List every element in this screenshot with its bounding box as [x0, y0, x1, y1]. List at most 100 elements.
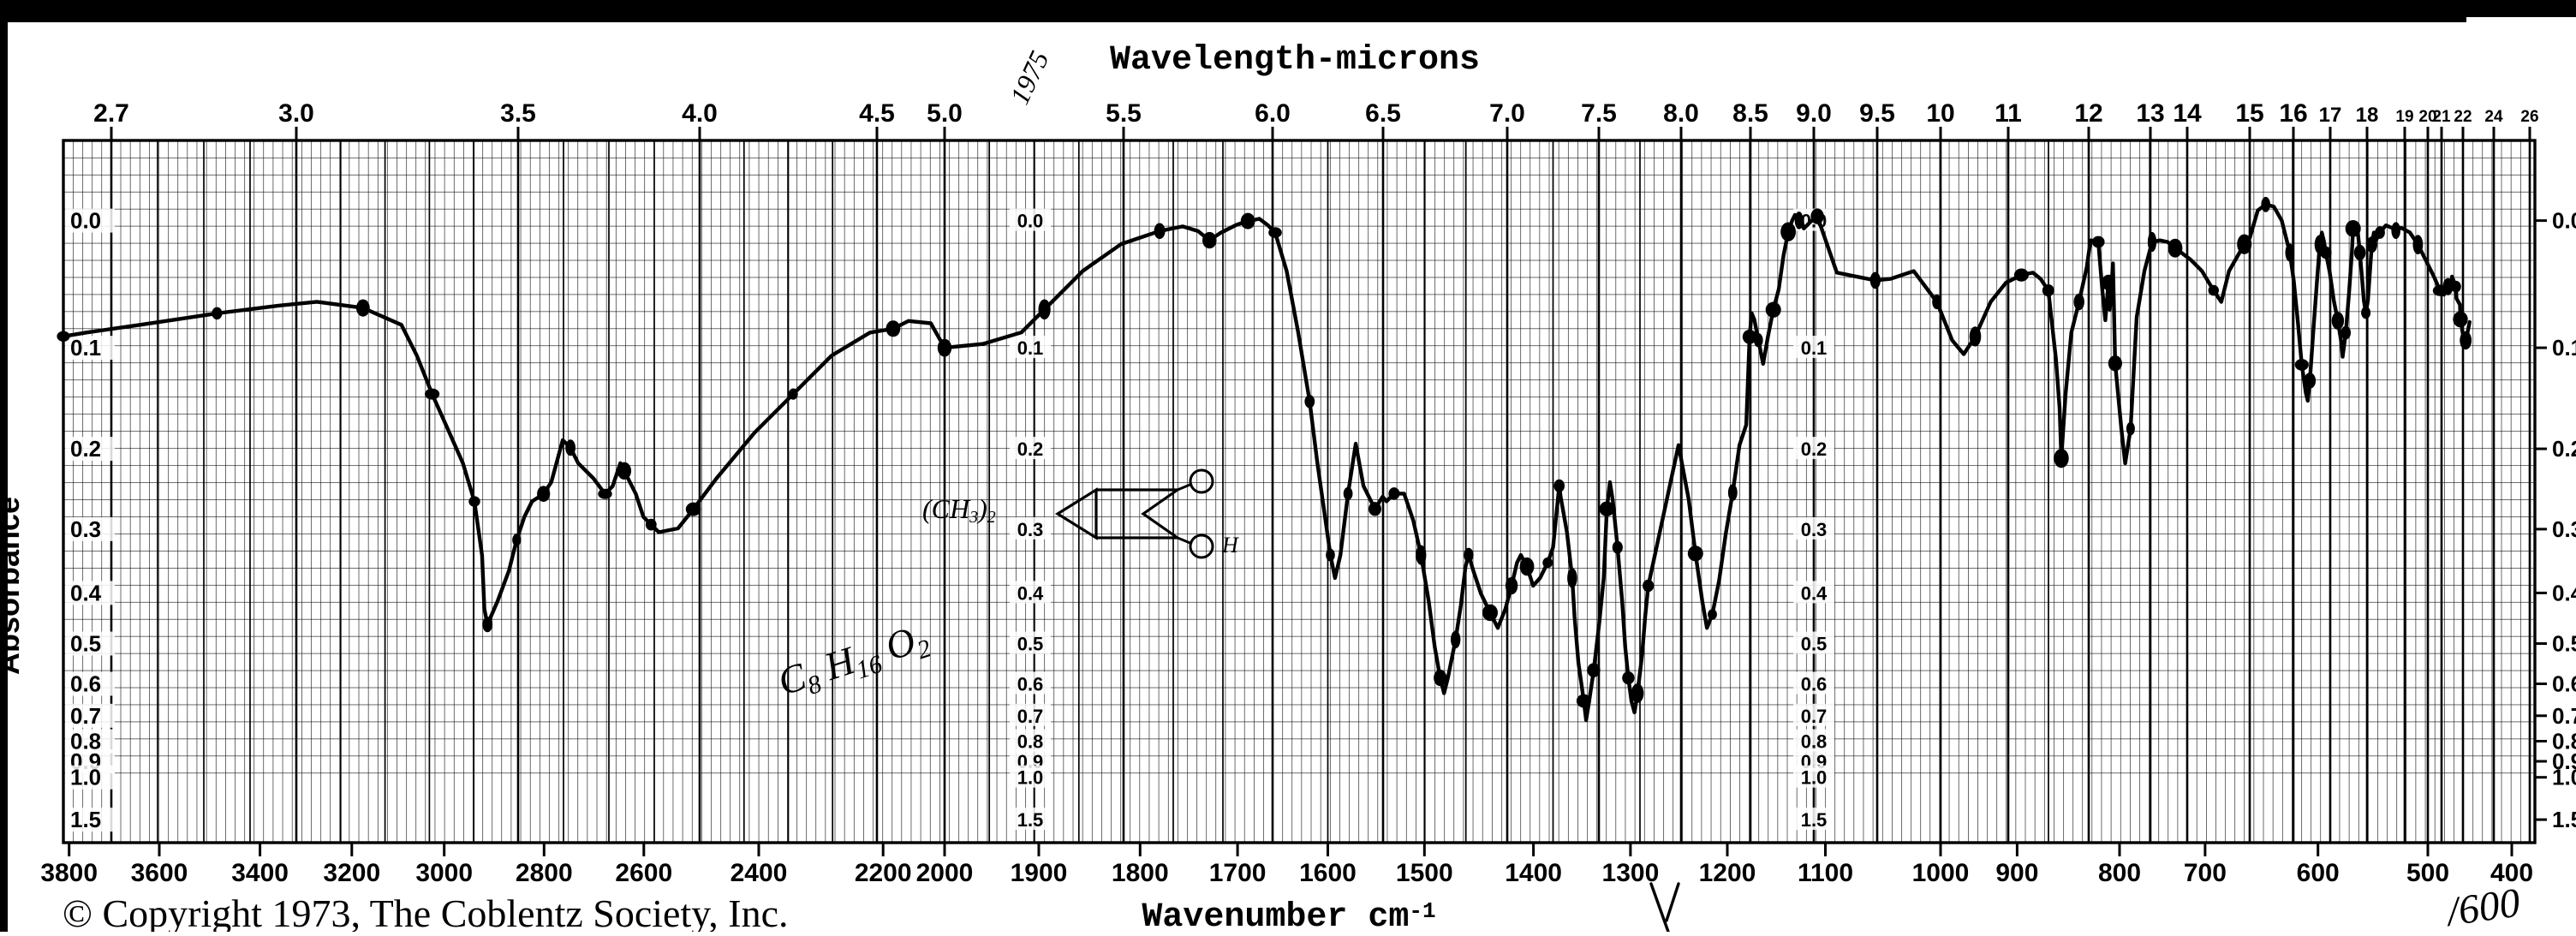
svg-text:0.0: 0.0	[2552, 208, 2576, 234]
svg-text:1800: 1800	[1112, 859, 1169, 887]
svg-text:18: 18	[2356, 104, 2379, 127]
svg-text:Absorbance: Absorbance	[0, 497, 26, 675]
svg-text:9.5: 9.5	[1859, 99, 1895, 128]
svg-text:3.5: 3.5	[500, 99, 536, 128]
svg-text:13: 13	[2136, 99, 2164, 128]
svg-text:0.1: 0.1	[70, 335, 101, 361]
svg-text:0.2: 0.2	[70, 436, 101, 462]
svg-text:12: 12	[2074, 99, 2102, 128]
svg-text:2000: 2000	[916, 859, 974, 887]
svg-text:6.5: 6.5	[1365, 99, 1401, 128]
svg-text:2200: 2200	[855, 859, 912, 887]
svg-text:0.4: 0.4	[70, 580, 102, 605]
svg-text:0.8: 0.8	[1801, 731, 1828, 753]
svg-text:0.6: 0.6	[70, 671, 101, 697]
svg-text:0.2: 0.2	[1801, 438, 1828, 460]
svg-text:3200: 3200	[323, 859, 380, 887]
svg-text:(CH3)2: (CH3)2	[922, 493, 996, 527]
svg-text:7.5: 7.5	[1581, 99, 1617, 128]
svg-text:0.5: 0.5	[1801, 634, 1828, 655]
svg-text:16: 16	[2279, 99, 2307, 128]
svg-text:0.1: 0.1	[2552, 335, 2576, 361]
svg-text:0.7: 0.7	[1801, 706, 1828, 727]
svg-text:0.4: 0.4	[2552, 580, 2576, 605]
svg-text:0.5: 0.5	[70, 631, 101, 657]
svg-text:21: 21	[2432, 108, 2451, 126]
svg-text:4.5: 4.5	[859, 99, 895, 128]
svg-text:1.5: 1.5	[1017, 809, 1044, 831]
svg-text:1.0: 1.0	[1801, 767, 1828, 789]
svg-text:1.5: 1.5	[2552, 807, 2576, 832]
svg-text:5.0: 5.0	[927, 99, 963, 128]
svg-text:9.0: 9.0	[1796, 99, 1832, 128]
svg-text:2600: 2600	[615, 859, 672, 887]
svg-text:1.5: 1.5	[70, 807, 101, 832]
svg-text:0.1: 0.1	[1017, 337, 1044, 359]
svg-text:1200: 1200	[1699, 859, 1756, 887]
svg-text:26: 26	[2520, 108, 2538, 126]
svg-text:1.5: 1.5	[1801, 809, 1828, 831]
svg-text:22: 22	[2454, 108, 2472, 126]
svg-text:0.6: 0.6	[1801, 674, 1828, 695]
svg-text:17: 17	[2319, 104, 2342, 127]
svg-text:5.5: 5.5	[1106, 99, 1142, 128]
svg-text:1900: 1900	[1011, 859, 1068, 887]
svg-text:3600: 3600	[131, 859, 188, 887]
svg-text:700: 700	[2184, 859, 2227, 887]
svg-text:0.0: 0.0	[70, 208, 101, 234]
svg-text:1.0: 1.0	[70, 765, 101, 790]
svg-text:1.0: 1.0	[2552, 765, 2576, 790]
svg-text:0.6: 0.6	[2552, 671, 2576, 697]
svg-text:11: 11	[1995, 99, 2022, 128]
svg-text:600: 600	[2297, 859, 2340, 887]
svg-text:8.5: 8.5	[1732, 99, 1768, 128]
svg-text:0.1: 0.1	[1801, 337, 1828, 359]
svg-text:1400: 1400	[1505, 859, 1562, 887]
svg-text:1700: 1700	[1209, 859, 1267, 887]
svg-text:0.4: 0.4	[1017, 582, 1044, 604]
svg-text:0.5: 0.5	[1017, 634, 1044, 655]
svg-text:3800: 3800	[40, 859, 98, 887]
svg-text:2400: 2400	[730, 859, 788, 887]
svg-text:Wavenumber cm-1: Wavenumber cm-1	[1142, 898, 1435, 932]
svg-text:19: 19	[2395, 108, 2413, 126]
svg-text:0.6: 0.6	[1017, 674, 1044, 695]
svg-text:15: 15	[2235, 99, 2263, 128]
svg-text:0.7: 0.7	[2552, 703, 2576, 729]
svg-text:2800: 2800	[516, 859, 573, 887]
svg-text:0.7: 0.7	[70, 703, 101, 729]
svg-text:7.0: 7.0	[1489, 99, 1525, 128]
svg-text:3400: 3400	[231, 859, 289, 887]
svg-text:0.2: 0.2	[2552, 436, 2576, 462]
svg-text:500: 500	[2406, 859, 2449, 887]
svg-text:800: 800	[2098, 859, 2141, 887]
svg-text:Wavelength-microns: Wavelength-microns	[1110, 41, 1480, 80]
svg-text:1000: 1000	[1912, 859, 1970, 887]
svg-text:H: H	[1221, 533, 1239, 557]
svg-text:0.8: 0.8	[1017, 731, 1044, 753]
svg-text:24: 24	[2484, 108, 2503, 126]
svg-text:3.0: 3.0	[278, 99, 314, 128]
svg-text:8.0: 8.0	[1663, 99, 1699, 128]
svg-text:10: 10	[1926, 99, 1954, 128]
svg-text:© Copyright 1973, The Coblentz: © Copyright 1973, The Coblentz Society, …	[63, 891, 789, 932]
svg-text:0.3: 0.3	[1801, 519, 1828, 540]
svg-text:14: 14	[2173, 99, 2202, 128]
svg-text:0.2: 0.2	[1017, 438, 1044, 460]
svg-text:0.7: 0.7	[1017, 706, 1044, 727]
svg-text:1500: 1500	[1396, 859, 1453, 887]
svg-text:1.0: 1.0	[1017, 767, 1044, 789]
svg-text:2.7: 2.7	[93, 99, 129, 128]
svg-text:0.4: 0.4	[1801, 582, 1828, 604]
svg-text:900: 900	[1995, 859, 2038, 887]
svg-text:0.5: 0.5	[2552, 631, 2576, 657]
svg-text:3000: 3000	[415, 859, 473, 887]
svg-text:0.3: 0.3	[70, 516, 101, 542]
svg-text:0.0: 0.0	[1017, 211, 1044, 232]
svg-text:0.3: 0.3	[2552, 516, 2576, 542]
svg-text:6.0: 6.0	[1255, 99, 1291, 128]
svg-text:1600: 1600	[1299, 859, 1357, 887]
svg-text:4.0: 4.0	[682, 99, 718, 128]
svg-text:1100: 1100	[1798, 859, 1853, 887]
svg-text:0.3: 0.3	[1017, 519, 1044, 540]
